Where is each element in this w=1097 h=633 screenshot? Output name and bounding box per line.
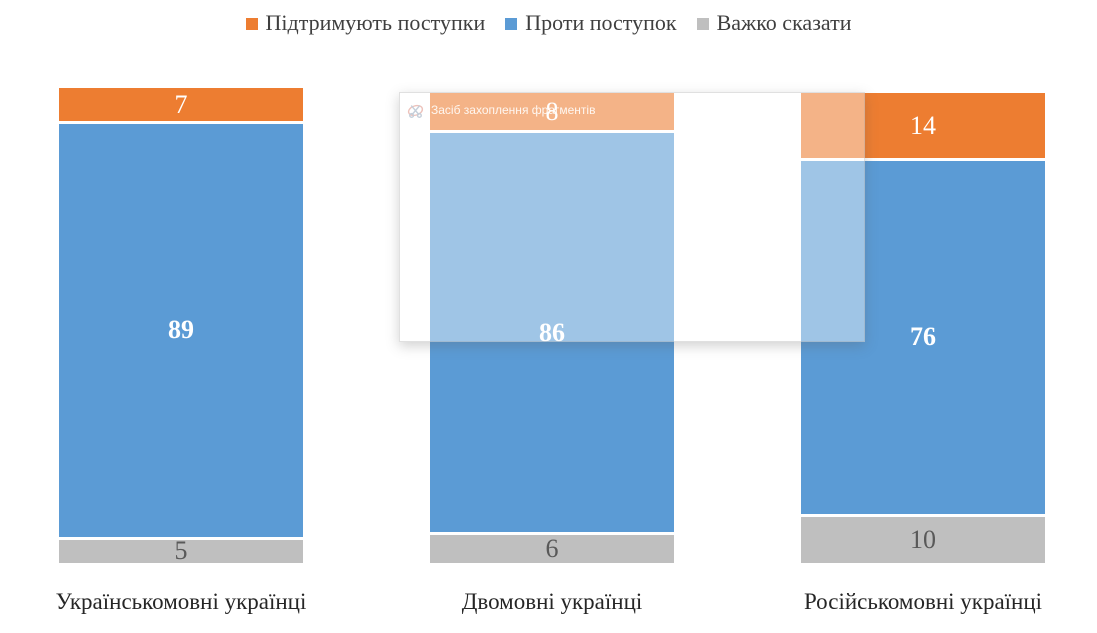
category-label-1: Двомовні українці (461, 589, 643, 614)
segment-value-label: 7 (174, 89, 188, 119)
legend-label: Підтримують поступки (265, 10, 486, 35)
bar-segment-series0-cat0: 7 (59, 88, 303, 121)
category-label-2: Російськомовні українці (803, 589, 1043, 614)
bar-column-0: 7 89 5 (59, 88, 303, 566)
category-label-0: Українськомовні українці (55, 589, 307, 614)
segment-value-label: 8 (545, 96, 559, 126)
segment-value-label: 86 (539, 317, 565, 347)
legend-marker-icon (696, 18, 709, 30)
bar-segment-series1-cat0: 89 (59, 123, 303, 537)
legend-item-1: Проти поступок (505, 10, 677, 36)
segment-value-label: 89 (168, 315, 194, 345)
legend-marker-icon (505, 18, 518, 30)
bar-segment-series2-cat0: 5 (59, 536, 303, 566)
legend-item-2: Важко сказати (696, 10, 852, 36)
legend-marker-icon (245, 18, 258, 30)
snipping-tool-titlebar[interactable]: Засіб захоплення фрагментів (400, 93, 864, 122)
legend-label: Проти поступок (525, 10, 677, 35)
scissors-icon (407, 104, 424, 118)
chart-legend: Підтримують поступки Проти поступок Важко … (0, 10, 1097, 36)
segment-value-label: 10 (910, 524, 936, 554)
bar-segment-series1-cat1: 86 (430, 133, 674, 533)
bar-segment-series0-cat1: 8 (430, 93, 674, 131)
segment-value-label: 5 (174, 536, 188, 566)
bar-segment-series0-cat2: 14 (801, 93, 1045, 158)
segment-value-label: 76 (910, 322, 936, 352)
legend-label: Важко сказати (716, 10, 852, 35)
segment-value-label: 6 (545, 534, 559, 564)
snipping-tool-title: Засіб захоплення фрагментів (431, 103, 596, 117)
bar-segment-series1-cat2: 76 (801, 160, 1045, 514)
segment-value-label: 14 (910, 110, 936, 140)
snipping-tool-window[interactable]: Засіб захоплення фрагментів (399, 92, 865, 342)
bar-segment-series2-cat1: 6 (430, 535, 674, 563)
legend-item-0: Підтримують поступки (245, 10, 486, 36)
bar-column-2: 14 76 10 (801, 93, 1045, 563)
bar-segment-series2-cat2: 10 (801, 516, 1045, 563)
bar-column-1: 8 86 6 (430, 93, 674, 563)
